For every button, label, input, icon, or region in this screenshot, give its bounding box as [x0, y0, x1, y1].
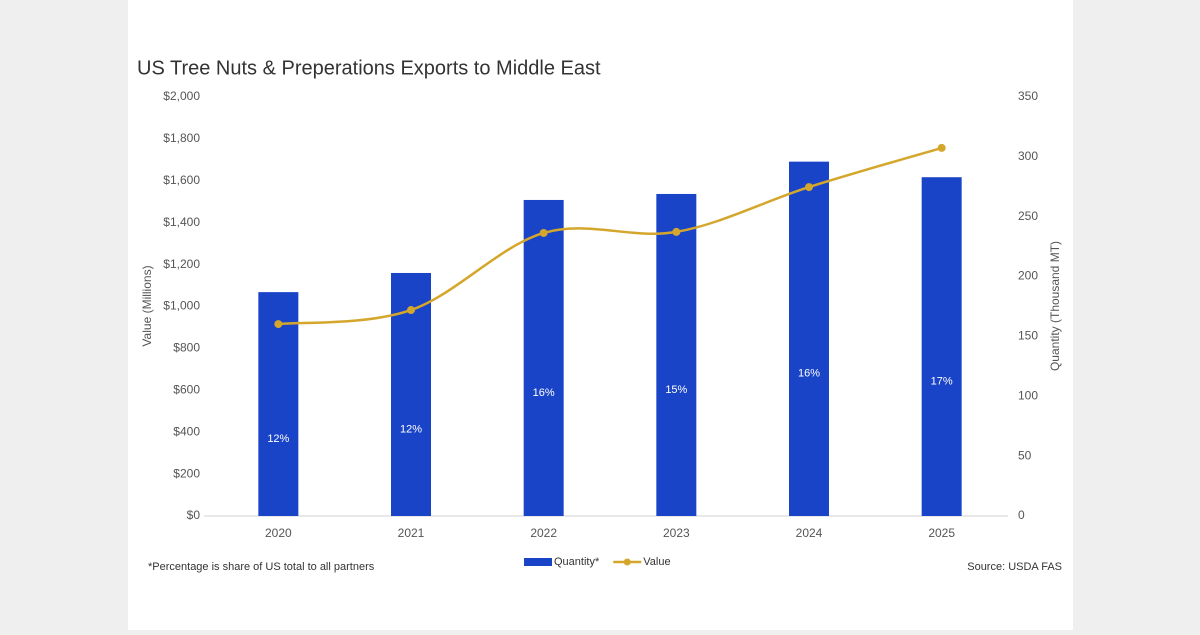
- line-point: [937, 143, 946, 152]
- bar: [789, 161, 829, 516]
- line-point: [407, 306, 415, 315]
- y2-axis-label: Quantity (Thousand MT): [1048, 241, 1062, 371]
- y-tick-label: $1,200: [163, 257, 200, 271]
- share-label: 15%: [665, 384, 687, 396]
- bar: [656, 193, 697, 516]
- y-tick-label: $1,400: [163, 215, 200, 229]
- share-label: 16%: [533, 387, 555, 399]
- x-tick-label: 2020: [265, 526, 292, 540]
- y-tick-label: $400: [173, 424, 200, 438]
- line-point: [539, 228, 548, 237]
- x-tick-label: 2023: [663, 526, 690, 540]
- legend-swatch: [524, 558, 552, 566]
- y-tick-label: $2,000: [163, 89, 200, 103]
- legend-swatch: [623, 558, 631, 566]
- y2-tick-label: 0: [1018, 508, 1025, 522]
- y2-tick-label: 350: [1018, 89, 1038, 103]
- y-tick-label: $200: [173, 466, 200, 480]
- footnote: *Percentage is share of US total to all …: [148, 561, 375, 573]
- y-tick-label: $1,000: [163, 299, 200, 313]
- x-tick-label: 2024: [796, 526, 823, 540]
- bar: [258, 292, 299, 516]
- y-tick-label: $1,800: [163, 131, 200, 145]
- source: Source: USDA FAS: [967, 561, 1062, 573]
- chart-title: US Tree Nuts & Preperations Exports to M…: [137, 57, 601, 79]
- share-label: 12%: [267, 433, 289, 445]
- share-label: 16%: [798, 368, 820, 380]
- x-tick-label: 2022: [530, 526, 557, 540]
- line-point: [672, 227, 681, 236]
- y-tick-label: $600: [173, 382, 200, 396]
- line-point: [805, 183, 813, 192]
- y2-tick-label: 250: [1018, 209, 1038, 223]
- y-tick-label: $800: [173, 341, 200, 355]
- y-tick-label: $0: [187, 508, 201, 522]
- bar: [921, 177, 962, 517]
- y2-tick-label: 100: [1018, 388, 1038, 402]
- y-tick-label: $1,600: [163, 173, 200, 187]
- line: [278, 146, 943, 326]
- bar: [523, 199, 564, 516]
- legend-label: Quantity*: [554, 556, 600, 568]
- y2-tick-label: 200: [1018, 269, 1038, 283]
- line-point: [274, 320, 283, 329]
- share-label: 17%: [931, 376, 953, 388]
- y2-tick-label: 150: [1018, 329, 1038, 343]
- x-tick-label: 2021: [398, 526, 425, 540]
- y-axis-label: Value (Millions): [140, 265, 154, 346]
- share-label: 12%: [400, 423, 422, 435]
- y2-tick-label: 50: [1018, 448, 1032, 462]
- x-tick-label: 2025: [928, 526, 955, 540]
- y2-tick-label: 300: [1018, 149, 1038, 163]
- legend-label: Value: [643, 556, 670, 568]
